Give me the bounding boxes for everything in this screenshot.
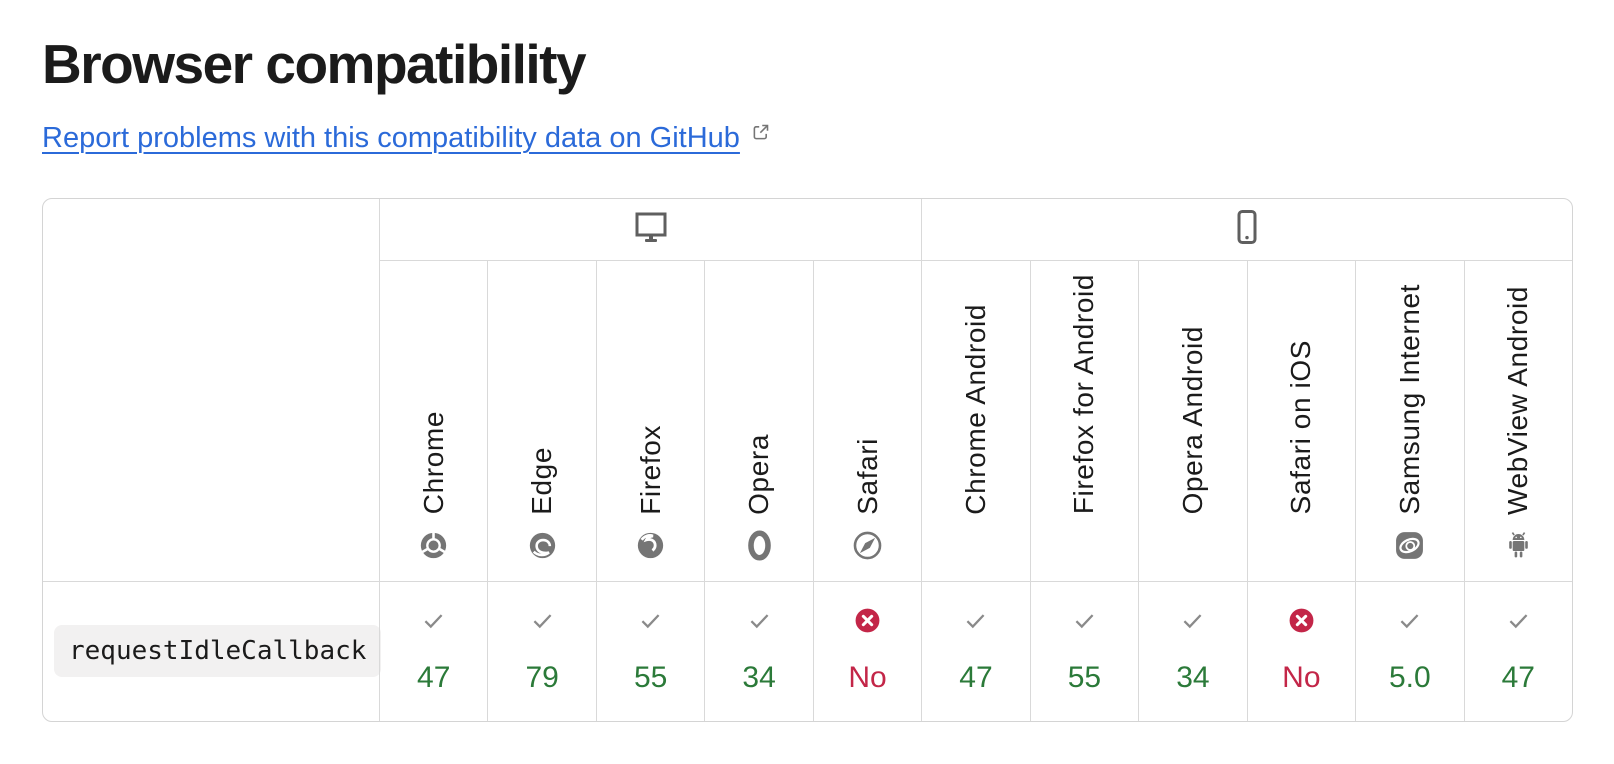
browser-header-webview: WebView Android <box>1463 260 1572 581</box>
browser-header-chrome: Chrome <box>379 260 487 581</box>
support-version: 55 <box>1067 661 1102 694</box>
browser-header-safari: Safari <box>812 260 921 581</box>
supported-check-icon <box>962 607 989 634</box>
browser-header-samsung: Samsung Internet <box>1355 260 1463 581</box>
browser-label: Samsung Internet <box>1393 283 1425 515</box>
firefox-icon <box>635 530 666 561</box>
feature-name: requestIdleCallback <box>54 625 382 677</box>
support-version: No <box>1282 661 1321 694</box>
table-corner-cell <box>43 199 379 581</box>
support-cell-samsung[interactable]: 5.0 <box>1355 580 1464 721</box>
chrome-android-icon <box>960 530 991 561</box>
browser-label: Opera <box>743 433 775 515</box>
browser-label: Safari <box>851 437 883 515</box>
supported-check-icon <box>1071 607 1098 634</box>
webview-icon <box>1503 530 1534 561</box>
safari-icon <box>852 530 883 561</box>
edge-icon <box>527 530 558 561</box>
support-version: No <box>848 661 887 694</box>
support-cell-chrome[interactable]: 47 <box>379 580 488 721</box>
browser-compatibility-table: Chrome Edge Firefox Opera Safari Chrome Andro… <box>42 197 1573 722</box>
browser-label: WebView Android <box>1502 285 1534 515</box>
support-version: 79 <box>525 661 559 694</box>
support-version: 5.0 <box>1388 661 1431 694</box>
browser-label: Chrome Android <box>959 303 991 515</box>
browser-label: Chrome <box>417 411 449 515</box>
safari-ios-icon <box>1286 530 1317 561</box>
support-cell-safari[interactable]: No <box>812 580 922 721</box>
supported-check-icon <box>1505 607 1532 634</box>
support-cell-safari-ios[interactable]: No <box>1246 580 1356 721</box>
report-problems-link[interactable]: Report problems with this compatibility … <box>42 122 740 154</box>
supported-check-icon <box>746 607 773 634</box>
browser-label: Opera Android <box>1176 326 1208 515</box>
browser-header-edge: Edge <box>487 260 595 581</box>
supported-check-icon <box>1179 607 1206 634</box>
opera-icon <box>744 530 775 561</box>
mobile-icon <box>1236 209 1258 250</box>
page-title: Browser compatibility <box>42 33 587 95</box>
support-cell-firefox-android[interactable]: 55 <box>1029 580 1139 721</box>
feature-cell: requestIdleCallback <box>43 580 382 721</box>
page: Browser compatibility Report problems wi… <box>42 33 1614 722</box>
support-version: 34 <box>1176 661 1210 694</box>
desktop-icon <box>634 211 668 248</box>
not-supported-icon <box>854 607 881 634</box>
mobile-group-header <box>921 198 1572 261</box>
browser-label: Firefox <box>634 424 666 515</box>
browser-header-firefox: Firefox <box>595 260 704 581</box>
support-cell-chrome-android[interactable]: 47 <box>921 580 1030 721</box>
support-version: 47 <box>1501 661 1535 694</box>
firefox-android-icon <box>1069 530 1100 561</box>
support-version: 34 <box>742 661 776 694</box>
support-version: 47 <box>417 661 451 694</box>
supported-check-icon <box>420 607 447 634</box>
browser-label: Safari on iOS <box>1285 340 1317 515</box>
opera-android-icon <box>1177 530 1208 561</box>
support-version: 47 <box>959 661 993 694</box>
desktop-group-header <box>379 198 922 261</box>
support-cell-opera[interactable]: 34 <box>704 580 813 721</box>
support-version: 55 <box>633 661 668 694</box>
browser-header-chrome-android: Chrome Android <box>921 260 1029 581</box>
not-supported-icon <box>1288 607 1315 634</box>
browser-header-opera: Opera <box>704 260 812 581</box>
support-cell-opera-android[interactable]: 34 <box>1138 580 1247 721</box>
chrome-icon <box>418 530 449 561</box>
browser-label: Firefox for Android <box>1068 274 1100 515</box>
samsung-icon <box>1394 530 1425 561</box>
external-link-icon <box>750 122 771 148</box>
browser-header-opera-android: Opera Android <box>1138 260 1246 581</box>
report-link-row: Report problems with this compatibility … <box>42 122 1614 156</box>
browser-header-firefox-android: Firefox for Android <box>1029 260 1138 581</box>
support-cell-firefox[interactable]: 55 <box>595 580 705 721</box>
supported-check-icon <box>1396 607 1423 634</box>
support-cell-webview[interactable]: 47 <box>1463 580 1572 721</box>
support-cell-edge[interactable]: 79 <box>487 580 596 721</box>
supported-check-icon <box>637 607 664 634</box>
browser-header-safari-ios: Safari on iOS <box>1246 260 1355 581</box>
supported-check-icon <box>529 607 556 634</box>
browser-label: Edge <box>526 446 558 515</box>
